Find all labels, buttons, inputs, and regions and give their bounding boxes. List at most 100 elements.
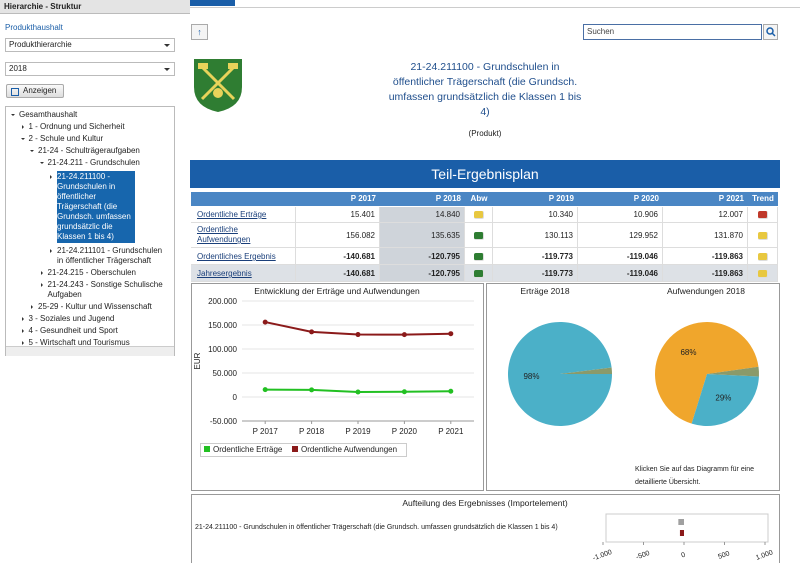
tree-item[interactable]: 21-24.211 - Grundschulen	[39, 157, 170, 169]
tree-item[interactable]: 1 - Ordnung und Sicherheit	[21, 121, 170, 133]
pie-title: Erträge 2018	[520, 286, 569, 296]
table-value: -119.863	[663, 248, 748, 265]
search-input[interactable]: Suchen	[583, 24, 762, 40]
row-label[interactable]: Ordentliche Erträge	[191, 207, 296, 223]
tree-item[interactable]: 21-24.211101 - Grundschulen in öffentlic…	[50, 245, 169, 267]
x-tick-label: 1.000	[755, 549, 774, 562]
tree-item[interactable]: 4 - Gesundheit und Sport	[21, 325, 170, 337]
check-icon	[11, 88, 19, 96]
pie-chart-box	[486, 283, 780, 491]
table-value: -119.773	[493, 265, 578, 282]
table-value: -140.681	[296, 248, 380, 265]
pie-slice	[655, 322, 759, 424]
y-tick-label: -50.000	[210, 417, 238, 426]
y-tick-label: 100.000	[208, 345, 237, 354]
pie-label: 29%	[715, 393, 731, 402]
tree-item[interactable]: 21-24.215 - Oberschulen	[40, 267, 170, 279]
point	[262, 387, 268, 393]
th	[191, 192, 296, 206]
show-button[interactable]: Anzeigen	[6, 84, 64, 98]
tab-strip	[190, 0, 235, 6]
trend-icon	[758, 231, 768, 240]
table-value: 15.401	[296, 207, 380, 223]
column-header: P 2017	[296, 192, 380, 206]
result-chart-box	[191, 494, 780, 563]
point	[309, 329, 315, 335]
point	[448, 331, 454, 337]
section-title: Teil-Ergebnisplan	[190, 160, 780, 188]
x-tick-label: P 2018	[299, 427, 325, 436]
row-label[interactable]: Ordentliches Ergebnis	[191, 248, 296, 265]
line-chart-box	[191, 283, 484, 491]
x-tick-label: P 2021	[438, 427, 464, 436]
table-value: 10.340	[493, 207, 578, 223]
legend-label: Ordentliche Erträge	[213, 445, 283, 454]
abw-cell	[465, 248, 493, 265]
trend-icon	[758, 252, 768, 261]
chart-title: Entwicklung der Erträge und Aufwendungen	[254, 286, 420, 296]
tree-item[interactable]: 2 - Schule und Kultur	[20, 133, 170, 145]
scrollbar[interactable]	[6, 346, 174, 356]
point	[309, 387, 315, 393]
hierarchy-select[interactable]: Produkthierarchie	[5, 38, 175, 52]
trend-cell	[748, 207, 778, 223]
row-label[interactable]: Jahresergebnis	[191, 265, 296, 282]
rule	[190, 7, 800, 8]
abw-icon	[474, 231, 484, 240]
y-tick-label: 50.000	[213, 369, 238, 378]
pie-slice	[691, 374, 759, 426]
tree-item[interactable]: 3 - Soziales und Jugend	[21, 313, 170, 325]
table-value: -120.795	[380, 248, 465, 265]
button-label: Anzeigen	[23, 86, 57, 95]
legend	[200, 443, 407, 457]
column-header: P 2019	[493, 192, 578, 206]
table-value: 14.840	[380, 207, 465, 223]
trend-icon	[758, 269, 768, 278]
bar	[679, 530, 684, 536]
point	[448, 388, 454, 394]
year-select[interactable]: 2018	[5, 62, 175, 76]
table-value: 156.082	[296, 223, 380, 248]
trend-icon	[758, 211, 768, 219]
trend-cell	[748, 248, 778, 265]
column-header: Trend	[748, 192, 778, 206]
table-value: 135.635	[380, 223, 465, 248]
tree-item[interactable]: Gesamthaushalt	[11, 109, 169, 121]
tree-item[interactable]: 5 - Wirtschaft und Tourismus	[21, 337, 170, 349]
x-tick-label: -1.000	[592, 549, 613, 562]
x-tick-label: 0	[680, 552, 686, 560]
product-title: 21-24.211100 - Grundschulen in öffentlic…	[388, 61, 582, 118]
abw-cell	[465, 207, 493, 223]
table-value: -119.773	[493, 248, 578, 265]
y-tick-label: 0	[233, 393, 238, 402]
x-tick-label: P 2017	[253, 427, 279, 436]
x-tick-label: P 2020	[392, 427, 418, 436]
point	[262, 319, 268, 325]
search-button[interactable]	[763, 24, 778, 40]
pie-title: Aufwendungen 2018	[667, 286, 745, 296]
plot-frame	[605, 513, 769, 543]
tree-item[interactable]: 21-24.211100 - Grundschulen in öffentlic…	[50, 171, 135, 243]
panel-header: Hierarchie - Struktur	[0, 0, 190, 14]
tree-item[interactable]: 21-24.243 - Sonstige Schulische Aufgaben	[40, 279, 170, 301]
abw-icon	[474, 211, 484, 219]
table-value: -119.046	[578, 265, 663, 282]
pie-label: 98%	[523, 372, 539, 381]
tree-item[interactable]: 21-24 - Schulträgeraufgaben	[30, 145, 169, 157]
link[interactable]: Produkthaushalt	[5, 23, 63, 32]
tree: Gesamthaushalt 1 - Ordnung und Sicherheit…	[5, 106, 175, 356]
tree-item[interactable]: 25-29 - Kultur und Wissenschaft	[31, 301, 169, 313]
up-button[interactable]: ↑	[191, 24, 208, 40]
legend-swatch	[204, 446, 210, 452]
row-label[interactable]: Ordentliche Aufwendungen	[191, 223, 296, 248]
column-header: Abw	[465, 192, 493, 206]
legend-label: Ordentliche Aufwendungen	[301, 445, 397, 454]
table-value: 10.906	[578, 207, 663, 223]
y-tick-label: 150.000	[208, 321, 237, 330]
table-value: 12.007	[663, 207, 748, 223]
x-tick-label: P 2019	[345, 427, 371, 436]
table-value: 131.870	[663, 223, 748, 248]
search-icon	[766, 27, 776, 37]
